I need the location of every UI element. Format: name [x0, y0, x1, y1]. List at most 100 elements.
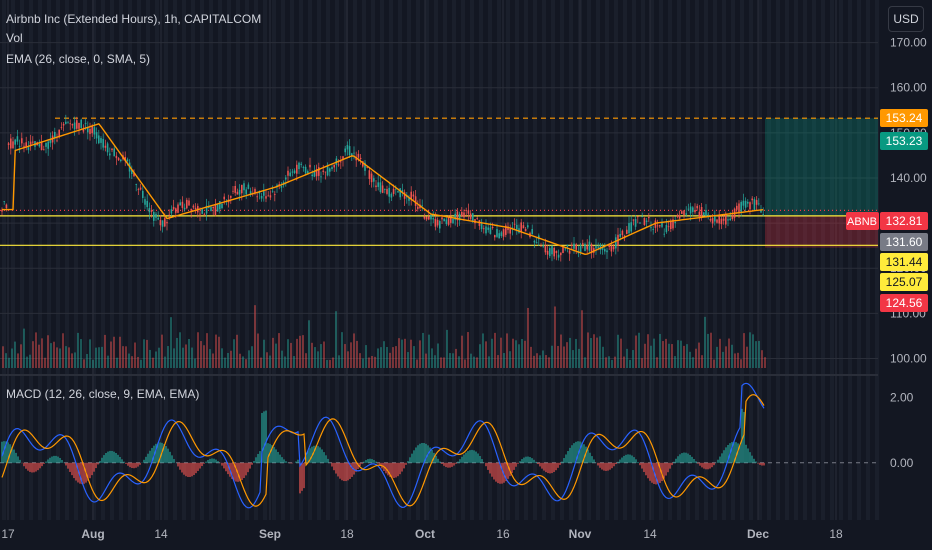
volume-bar: [644, 343, 646, 368]
time-axis[interactable]: 17 Aug 14 Sep 18 Oct 16 Nov 14 Dec 18: [1, 527, 843, 541]
volume-bar: [458, 356, 460, 368]
macd-histogram-bar: [685, 452, 687, 463]
macd-histogram-bar: [331, 462, 333, 467]
symbol-title[interactable]: Airbnb Inc (Extended Hours), 1h, CAPITAL…: [6, 12, 262, 26]
macd-histogram-bar: [515, 462, 517, 467]
candle-body: [544, 245, 547, 253]
candle-body: [639, 222, 641, 224]
volume-bar: [473, 356, 475, 368]
macd-histogram-bar: [747, 448, 749, 463]
macd-histogram-bar: [233, 462, 235, 481]
macd-histogram-bar: [643, 462, 645, 472]
candle-body: [610, 245, 613, 252]
candle-body: [615, 237, 617, 249]
macd-histogram-bar: [275, 449, 277, 463]
candle-body: [175, 208, 177, 213]
macd-histogram-bar: [393, 462, 395, 478]
macd-histogram-bar: [571, 445, 573, 463]
candle-body: [586, 245, 588, 250]
macd-histogram-bar: [231, 462, 233, 479]
macd-histogram-bar: [189, 462, 191, 477]
macd-histogram-bar: [573, 443, 575, 463]
macd-histogram-bar: [201, 462, 203, 467]
candle-body: [263, 190, 265, 196]
volume-bar: [287, 339, 289, 368]
macd-histogram-bar: [487, 462, 489, 470]
volume-bar: [170, 317, 172, 368]
macd-histogram-bar: [61, 459, 63, 463]
macd-histogram-bar: [397, 462, 399, 477]
macd-histogram-bar: [675, 458, 677, 463]
candle-body: [390, 193, 393, 198]
macd-histogram-bar: [391, 462, 393, 478]
macd-tick-label: 2.00: [890, 391, 914, 405]
macd-histogram-bar: [493, 462, 495, 480]
candle-body: [216, 204, 219, 212]
volume-bar: [692, 357, 694, 368]
candle-body: [705, 210, 707, 218]
volume-bar: [245, 359, 247, 368]
candle-body: [428, 216, 430, 220]
volume-bar: [239, 353, 241, 368]
macd-histogram-bar: [453, 462, 455, 466]
price-badge-label: 131.44: [886, 255, 923, 269]
macd-histogram-bar: [567, 451, 569, 463]
candle-body: [709, 218, 712, 221]
candle-body: [331, 167, 333, 170]
volume-bar: [548, 357, 550, 368]
macd-histogram-bar: [641, 462, 643, 469]
macd-histogram-bar: [39, 462, 41, 469]
candle-body: [223, 196, 225, 200]
macd-histogram-bar: [127, 462, 129, 466]
macd-histogram-bar: [235, 462, 237, 482]
candle-body: [194, 207, 197, 210]
volume-bar: [659, 333, 661, 368]
candle-body: [485, 226, 487, 234]
candle-body: [606, 250, 608, 253]
volume-legend[interactable]: Vol: [6, 31, 23, 45]
candle-body: [472, 213, 474, 221]
currency-button[interactable]: USD: [888, 6, 924, 32]
candle-body: [403, 192, 406, 199]
macd-histogram-bar: [121, 459, 123, 463]
volume-bar: [284, 356, 286, 368]
macd-histogram-bar: [285, 461, 287, 463]
volume-bar: [641, 358, 643, 368]
macd-histogram-bar: [309, 448, 311, 463]
volume-bar: [38, 344, 40, 368]
candle-body: [487, 227, 489, 230]
volume-bar: [263, 339, 265, 368]
candle-body: [727, 219, 729, 221]
macd-histogram-bar: [367, 459, 369, 463]
candle-body: [632, 219, 635, 221]
macd-histogram-bar: [725, 447, 727, 463]
candle-body: [67, 122, 69, 124]
volume-bar: [200, 341, 202, 368]
position-zone[interactable]: [765, 118, 878, 248]
macd-histogram-bar: [125, 462, 127, 464]
macd-histogram-bar: [421, 442, 423, 463]
candle-body: [452, 218, 454, 224]
macd-histogram-bar: [763, 462, 765, 466]
volume-bar: [596, 337, 598, 368]
macd-histogram-bar: [259, 451, 261, 463]
volume-bar: [260, 357, 262, 368]
macd-histogram-bar: [723, 450, 725, 463]
candle-body: [58, 129, 60, 138]
ema-legend[interactable]: EMA (26, close, 0, SMA, 5): [6, 52, 151, 66]
candle-body: [590, 244, 593, 253]
candle-body: [483, 228, 485, 230]
candle-body: [608, 244, 610, 247]
macd-histogram-bar: [83, 462, 85, 484]
macd-legend[interactable]: MACD (12, 26, close, 9, EMA, EMA): [6, 387, 200, 401]
macd-histogram-bar: [361, 462, 363, 464]
macd-histogram-bar: [565, 454, 567, 463]
candle-body: [516, 224, 518, 230]
grid-lines: [0, 0, 879, 520]
macd-histogram-bar: [701, 462, 703, 468]
volume-bar: [434, 355, 436, 368]
volume-bar: [590, 337, 592, 368]
volume-bar: [71, 353, 73, 368]
macd-histogram-bar: [647, 462, 649, 479]
